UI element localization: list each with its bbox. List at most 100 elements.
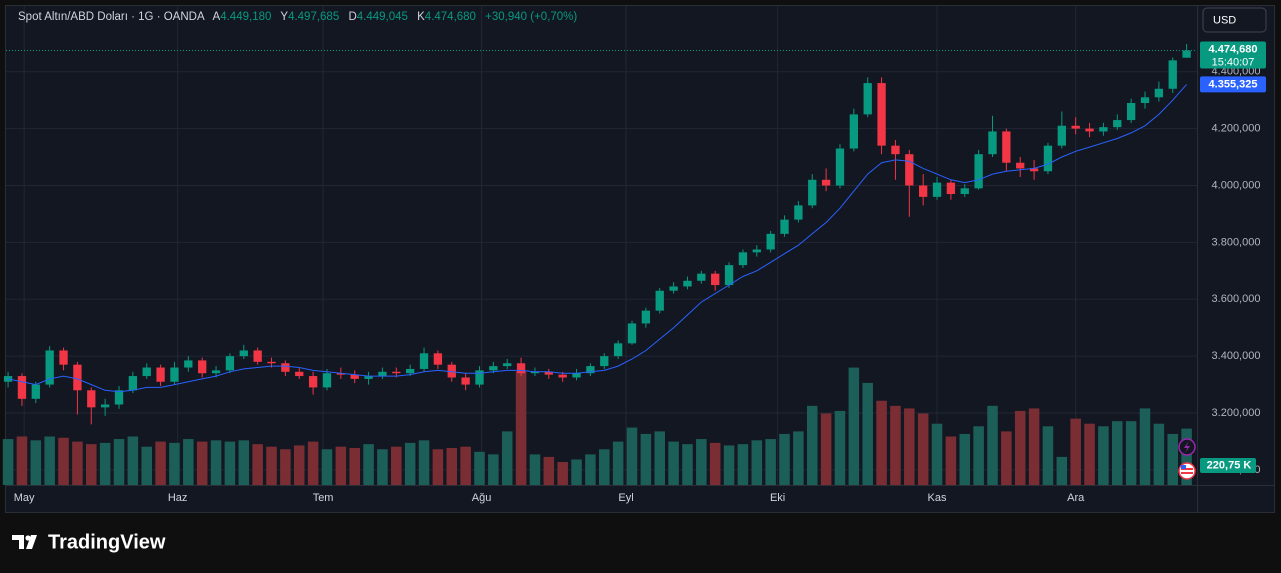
candle-body — [946, 182, 956, 195]
x-tick-label: Tem — [313, 492, 334, 504]
candle-body — [253, 350, 262, 362]
candle-body — [378, 371, 387, 377]
button-label[interactable]: USD — [1213, 14, 1236, 26]
candle-body — [156, 367, 165, 382]
candle-body — [392, 371, 401, 374]
volume-bar — [363, 444, 374, 485]
candle-body — [711, 273, 720, 286]
volume-bar — [820, 413, 832, 485]
candle-body — [489, 366, 498, 371]
candle-body — [974, 154, 983, 189]
candle-body — [1113, 120, 1122, 128]
volume-bar — [266, 446, 277, 485]
volume-bar — [1042, 426, 1054, 485]
y-tick-label: 3.400,000 — [1212, 350, 1261, 362]
candle-body — [1140, 97, 1150, 103]
volume-bar — [1139, 408, 1151, 485]
x-tick-label: Ağu — [472, 492, 492, 504]
volume-bar — [723, 445, 735, 485]
alert-icon[interactable] — [1178, 438, 1196, 456]
brand-name: TradingView — [48, 531, 166, 553]
volume-bar — [709, 442, 721, 485]
candle-body — [419, 353, 429, 369]
candle-body — [1016, 162, 1025, 169]
icon-bolt[interactable] — [1184, 441, 1190, 453]
candle-body — [766, 233, 775, 250]
volume-bar — [404, 442, 416, 485]
volume-bar — [460, 446, 471, 485]
price-pane — [3, 43, 1191, 425]
volume-bar — [377, 449, 388, 485]
candle-body — [308, 376, 318, 388]
candle-body — [475, 370, 484, 385]
volume-bar — [196, 441, 208, 485]
ohlc-key: K — [417, 11, 425, 23]
volume-bar — [834, 410, 846, 485]
volume-bar — [751, 440, 763, 485]
last-price-tag — [1200, 41, 1266, 69]
volume-bar — [72, 441, 83, 485]
ma-tag — [1200, 76, 1266, 93]
ohlc-key: A — [213, 11, 221, 23]
candle-body — [835, 148, 845, 186]
volume-bar — [432, 449, 444, 485]
volume-bar — [696, 439, 707, 485]
candle-body — [31, 384, 40, 399]
ohlc-value: 4.449,180 — [220, 11, 271, 23]
currency-button[interactable]: USD — [1202, 7, 1267, 33]
volume-bar — [1112, 421, 1123, 485]
last-price-label: 4.474,680 — [1209, 43, 1258, 55]
volume-bar — [446, 447, 458, 485]
volume-bar — [585, 454, 596, 485]
candle-body — [780, 219, 789, 234]
volume-bar — [890, 405, 901, 485]
y-tick-label: 4.200,000 — [1212, 123, 1261, 135]
candle-body — [433, 353, 443, 365]
candle-body — [59, 350, 68, 365]
candle-body — [544, 371, 553, 375]
flag-icon — [1178, 462, 1196, 480]
x-tick-label: May — [14, 492, 35, 504]
candle-body — [1043, 145, 1053, 172]
volume-bar — [280, 449, 291, 485]
volume-bar — [418, 440, 430, 485]
candle-body — [863, 83, 872, 115]
change: +30,940 (+0,70%) — [485, 11, 577, 23]
brand-logo-dot — [25, 535, 31, 541]
candle-body — [114, 390, 124, 405]
volume-bar — [959, 433, 971, 485]
volume-bar — [155, 441, 166, 485]
candle-body — [613, 343, 623, 357]
ma-label: 4.355,325 — [1209, 78, 1258, 90]
volume-bar — [931, 423, 943, 485]
legend-line: Spot Altın/ABD Doları · 1G · OANDA A4.44… — [18, 11, 577, 23]
x-tick-label: Eki — [770, 492, 785, 504]
volume-bar — [2, 439, 14, 485]
button-frame[interactable] — [1202, 7, 1267, 33]
candle-body — [295, 371, 304, 377]
candle-body — [1002, 131, 1011, 163]
volume-bar — [16, 436, 28, 485]
y-tick-label: 4.400,000 — [1212, 66, 1261, 78]
brand: TradingView — [12, 531, 166, 553]
volume-bar — [293, 445, 305, 485]
candle-body — [530, 371, 540, 374]
candle-body — [697, 273, 706, 281]
moving-average — [8, 84, 1187, 393]
candle-body — [516, 363, 526, 374]
candle-body — [198, 360, 207, 374]
candle-body — [142, 367, 151, 377]
grid — [6, 6, 1197, 485]
flag-stripe — [1181, 468, 1193, 470]
candle-body — [738, 252, 748, 266]
candle-body — [1126, 102, 1136, 121]
volume-bar — [1167, 433, 1179, 485]
ohlc-value: 4.474,680 — [425, 11, 476, 23]
volume-bar — [917, 413, 929, 485]
candle-body — [406, 368, 415, 374]
volume-bar — [668, 441, 679, 485]
candle-body — [724, 265, 734, 286]
candle-body — [1057, 125, 1066, 146]
candle-body — [128, 376, 138, 391]
volume-bar — [252, 444, 263, 485]
